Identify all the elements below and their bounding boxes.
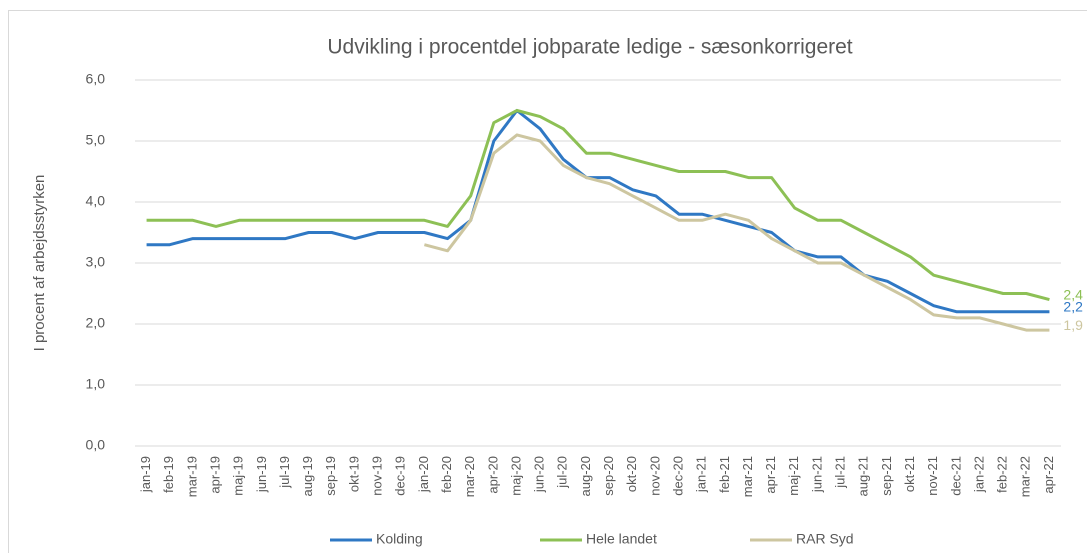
- x-tick-label: jan-22: [971, 456, 986, 493]
- y-tick-label: 2,0: [86, 315, 106, 331]
- x-tick-label: maj-21: [786, 456, 801, 496]
- x-tick-label: feb-22: [995, 456, 1010, 493]
- x-tick-label: apr-21: [763, 456, 778, 494]
- y-tick-label: 0,0: [86, 437, 106, 453]
- x-tick-label: okt-19: [346, 456, 361, 492]
- x-tick-label: nov-19: [370, 456, 385, 496]
- y-tick-label: 3,0: [86, 254, 106, 270]
- x-tick-label: mar-20: [462, 456, 477, 497]
- x-tick-label: sep-19: [323, 456, 338, 496]
- series-line: [423, 133, 1050, 332]
- x-tick-label: aug-19: [300, 456, 315, 496]
- data-label: 1,9: [1063, 317, 1083, 333]
- data-label: 2,4: [1063, 286, 1083, 302]
- x-tick-label: apr-20: [485, 456, 500, 494]
- x-tick-label: nov-21: [925, 456, 940, 496]
- x-tick-label: feb-20: [439, 456, 454, 493]
- y-tick-label: 4,0: [86, 193, 106, 209]
- x-tick-label: feb-21: [717, 456, 732, 493]
- y-tick-label: 6,0: [86, 71, 106, 87]
- x-tick-label: jul-19: [277, 456, 292, 489]
- series-line: [146, 109, 1050, 302]
- x-tick-label: jun-21: [809, 456, 824, 493]
- x-tick-label: jul-20: [555, 456, 570, 489]
- x-tick-label: mar-21: [740, 456, 755, 497]
- x-tick-label: dec-21: [948, 456, 963, 496]
- x-tick-label: aug-21: [856, 456, 871, 496]
- chart-title: Udvikling i procentdel jobparate ledige …: [327, 36, 852, 59]
- x-tick-label: apr-19: [207, 456, 222, 494]
- x-tick-label: sep-20: [601, 456, 616, 496]
- legend-label: Hele landet: [586, 531, 657, 547]
- x-tick-label: mar-22: [1018, 456, 1033, 497]
- x-tick-label: dec-20: [670, 456, 685, 496]
- legend-label: Kolding: [376, 531, 423, 547]
- x-tick-label: jun-19: [254, 456, 269, 493]
- data-label: 2,2: [1063, 299, 1083, 315]
- legend-label: RAR Syd: [796, 531, 854, 547]
- series-line: [146, 109, 1050, 314]
- x-tick-label: jan-20: [416, 456, 431, 493]
- x-tick-label: jun-20: [532, 456, 547, 493]
- x-tick-label: maj-20: [508, 456, 523, 496]
- x-tick-label: jan-19: [138, 456, 153, 493]
- y-axis-label: I procent af arbejdsstyrken: [31, 175, 48, 352]
- x-tick-label: apr-22: [1041, 456, 1056, 494]
- x-tick-label: okt-21: [902, 456, 917, 492]
- x-tick-label: jul-21: [833, 456, 848, 489]
- x-tick-label: okt-20: [624, 456, 639, 492]
- y-tick-label: 5,0: [86, 132, 106, 148]
- x-tick-label: aug-20: [578, 456, 593, 496]
- x-tick-label: feb-19: [161, 456, 176, 493]
- x-tick-label: maj-19: [231, 456, 246, 496]
- x-tick-label: nov-20: [647, 456, 662, 496]
- y-tick-label: 1,0: [86, 376, 106, 392]
- chart-frame: [8, 10, 1087, 553]
- x-tick-label: dec-19: [393, 456, 408, 496]
- x-tick-label: sep-21: [879, 456, 894, 496]
- x-tick-label: mar-19: [184, 456, 199, 497]
- x-tick-label: jan-21: [694, 456, 709, 493]
